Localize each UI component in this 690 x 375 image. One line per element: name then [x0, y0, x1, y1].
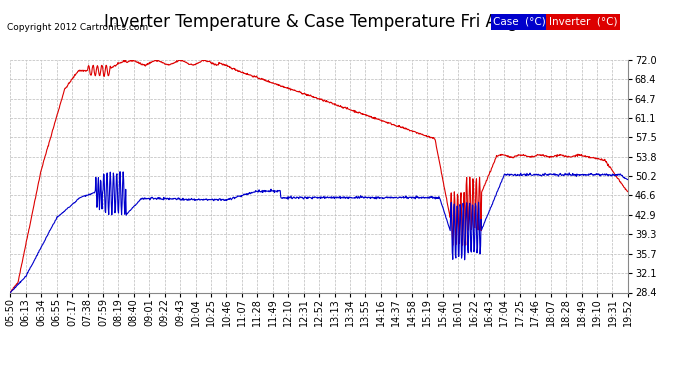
Text: Inverter  (°C): Inverter (°C)	[549, 17, 617, 27]
Text: Copyright 2012 Cartronics.com: Copyright 2012 Cartronics.com	[7, 22, 148, 32]
Text: Inverter Temperature & Case Temperature Fri Aug 3 20:07: Inverter Temperature & Case Temperature …	[104, 13, 586, 31]
Text: Case  (°C): Case (°C)	[493, 17, 546, 27]
